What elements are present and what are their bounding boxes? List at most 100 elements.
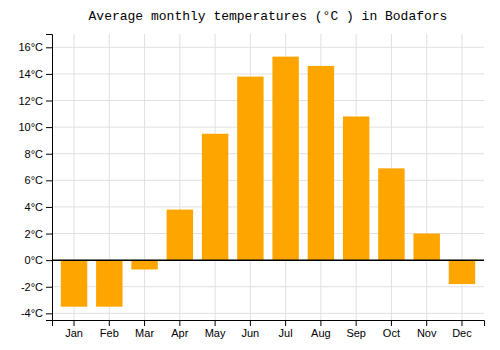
- bar: [61, 260, 87, 307]
- y-tick-mark: [46, 101, 52, 102]
- x-tick-label: Feb: [100, 327, 119, 339]
- bar: [308, 66, 334, 260]
- y-axis-line: [46, 35, 53, 321]
- x-tick: Jul: [279, 320, 293, 339]
- x-tick-label: Jan: [65, 327, 83, 339]
- x-tick-mark: [74, 320, 75, 326]
- x-tick: May: [205, 320, 226, 339]
- x-tick-mark: [285, 320, 286, 326]
- y-tick-mark: [46, 234, 52, 235]
- chart-container: Average monthly temperatures (°C ) in Bo…: [0, 0, 500, 350]
- y-tick-label: 6°C: [25, 174, 44, 186]
- x-tick: Jan: [65, 320, 83, 339]
- grid-line-y: [52, 313, 484, 314]
- y-tick-label: 12°C: [18, 95, 43, 107]
- grid-line-y: [52, 47, 484, 48]
- x-tick: Oct: [383, 320, 400, 339]
- y-tick-mark: [46, 47, 52, 48]
- y-tick-label: 16°C: [18, 41, 43, 53]
- y-tick-label: 4°C: [25, 201, 44, 213]
- grid-line-y: [52, 153, 484, 154]
- x-tick: Aug: [311, 320, 331, 339]
- bar: [378, 168, 404, 260]
- x-tick-label: Dec: [452, 327, 472, 339]
- bar: [449, 260, 475, 284]
- y-axis: -4°C -2°C 0°C 2°C 4°C 6°C 8°C 10°C 12°C 14°C 16°C: [18, 35, 52, 321]
- y-tick: 8°C: [25, 148, 52, 160]
- y-tick: 16°C: [18, 41, 52, 53]
- x-tick-mark: [391, 320, 392, 326]
- y-tick-mark: [46, 287, 52, 288]
- x-tick: Feb: [100, 320, 119, 339]
- x-tick: Apr: [171, 320, 188, 339]
- x-axis: Jan Feb Mar Apr May Jun Jul Aug Sep Oct Nov Dec: [53, 320, 485, 339]
- x-tick-label: Apr: [171, 327, 188, 339]
- grid-line-y: [52, 206, 484, 207]
- x-tick: Mar: [135, 320, 154, 339]
- x-tick-mark: [426, 320, 427, 326]
- y-tick-label: -2°C: [21, 281, 43, 293]
- bar: [343, 116, 369, 260]
- y-tick-label: 8°C: [25, 148, 44, 160]
- y-tick: -2°C: [21, 281, 52, 293]
- x-tick-mark: [215, 320, 216, 326]
- x-tick: Sep: [346, 320, 366, 339]
- y-tick-label: 10°C: [18, 121, 43, 133]
- bar: [272, 57, 298, 261]
- y-tick: 4°C: [25, 201, 52, 213]
- bar: [167, 210, 193, 261]
- x-tick-mark: [144, 320, 145, 326]
- y-tick-mark: [46, 180, 52, 181]
- y-tick-label: 0°C: [25, 254, 44, 266]
- x-tick-label: Oct: [383, 327, 400, 339]
- y-tick-mark: [46, 154, 52, 155]
- y-tick-label: 2°C: [25, 228, 44, 240]
- y-tick-mark: [46, 127, 52, 128]
- x-tick-label: Nov: [417, 327, 437, 339]
- bars: [52, 57, 484, 307]
- y-tick: -4°C: [21, 307, 52, 319]
- x-tick-label: Sep: [346, 327, 366, 339]
- bar: [131, 260, 157, 269]
- x-tick-label: May: [205, 327, 226, 339]
- grid-line-x: [426, 34, 427, 320]
- x-tick-label: Mar: [135, 327, 154, 339]
- y-tick: 2°C: [25, 228, 52, 240]
- grid-line-y: [52, 180, 484, 181]
- y-tick-mark: [46, 260, 52, 261]
- x-tick-mark: [320, 320, 321, 326]
- bar: [96, 260, 122, 307]
- x-tick: Nov: [417, 320, 437, 339]
- grid-line-y: [52, 73, 484, 74]
- y-tick-label: 14°C: [18, 68, 43, 80]
- x-tick-mark: [179, 320, 180, 326]
- y-tick-mark: [46, 74, 52, 75]
- x-tick: Dec: [452, 320, 472, 339]
- bar: [237, 77, 263, 261]
- grid-line-y: [52, 100, 484, 101]
- grid-line-x: [179, 34, 180, 320]
- y-tick: 10°C: [18, 121, 52, 133]
- plot-area: -4°C -2°C 0°C 2°C 4°C 6°C 8°C 10°C 12°C 14°C 16°C J…: [18, 34, 484, 339]
- title: Average monthly temperatures (°C ) in Bo…: [89, 9, 448, 24]
- x-tick-mark: [356, 320, 357, 326]
- x-tick: Jun: [241, 320, 259, 339]
- grid-line-x: [144, 34, 145, 320]
- y-tick-label: -4°C: [21, 307, 43, 319]
- x-tick-mark: [109, 320, 110, 326]
- x-tick-label: Aug: [311, 327, 331, 339]
- y-tick: 12°C: [18, 95, 52, 107]
- y-tick-mark: [46, 207, 52, 208]
- grid-line-y: [52, 260, 484, 261]
- x-tick-mark: [250, 320, 251, 326]
- y-tick: 14°C: [18, 68, 52, 80]
- x-axis-line: [53, 321, 485, 327]
- x-tick-label: Jun: [241, 327, 259, 339]
- y-tick: 6°C: [25, 174, 52, 186]
- baseline: [52, 259, 484, 261]
- y-tick: 0°C: [25, 254, 52, 266]
- bar: [413, 234, 439, 261]
- x-tick-mark: [461, 320, 462, 326]
- y-tick-mark: [46, 313, 52, 314]
- grid-line-y: [52, 127, 484, 128]
